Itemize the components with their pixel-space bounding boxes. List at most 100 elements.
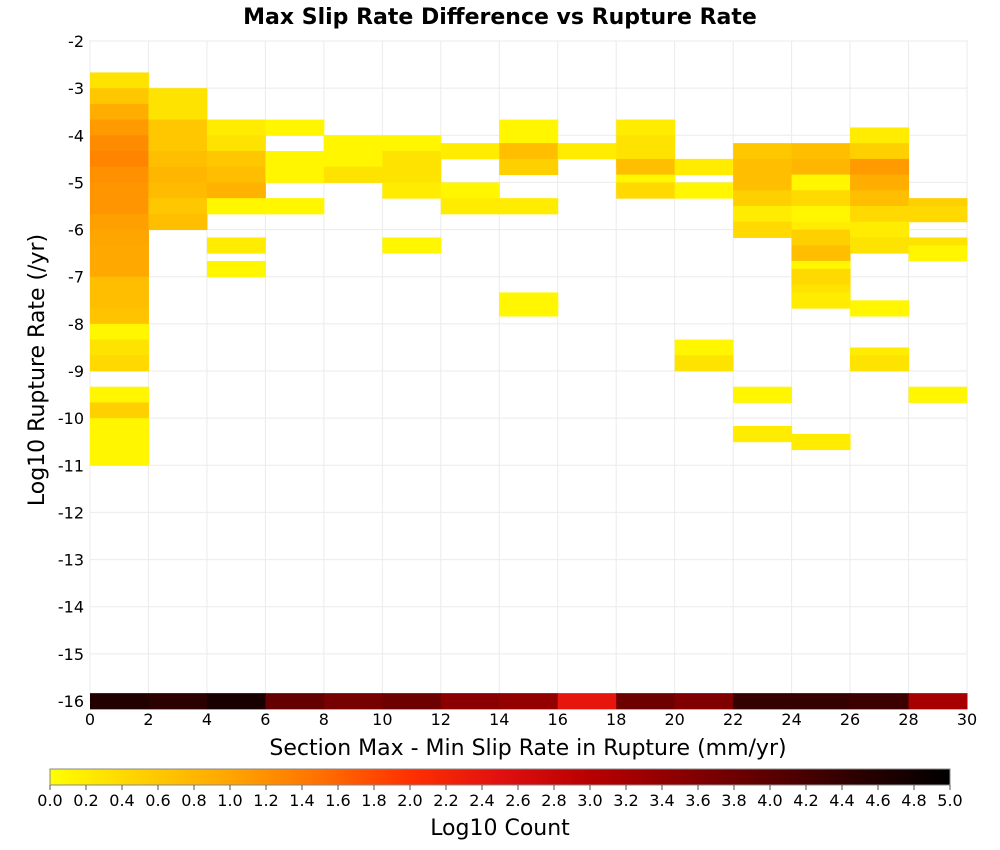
heatmap-cell xyxy=(382,182,442,199)
heatmap-cell xyxy=(791,229,851,246)
x-tick-label: 20 xyxy=(664,710,684,729)
heatmap-cell xyxy=(850,190,910,207)
heatmap-cell xyxy=(908,386,968,403)
colorbar-tick-label: 4.8 xyxy=(901,791,926,810)
heatmap-cell xyxy=(148,135,208,152)
y-axis-ticks: -2 -3 -4 -5 -6 -7 -8 -9 -10 -11 -12 -13 -14 -15 -16 xyxy=(58,32,84,711)
x-tick-label: 22 xyxy=(723,710,743,729)
y-tick-label: -13 xyxy=(58,551,84,570)
heatmap-cell xyxy=(791,143,851,160)
heatmap-cell xyxy=(90,119,149,136)
y-tick-label: -12 xyxy=(58,503,84,522)
heatmap-cell xyxy=(148,103,208,121)
heatmap-cell xyxy=(616,135,676,152)
heatmap-cell xyxy=(791,190,851,207)
heatmap-cell xyxy=(148,166,208,183)
heatmap-cell xyxy=(791,693,851,710)
heatmap-cell xyxy=(148,119,208,136)
x-tick-label: 24 xyxy=(781,710,801,729)
heatmap-cell xyxy=(440,182,500,199)
heatmap-cell xyxy=(616,182,676,199)
heatmap-cell xyxy=(148,693,208,710)
x-tick-label: 26 xyxy=(840,710,860,729)
y-tick-label: -5 xyxy=(68,173,84,192)
colorbar-tick-label: 3.4 xyxy=(649,791,674,810)
colorbar-label: Log10 Count xyxy=(430,816,570,841)
heatmap-cell xyxy=(206,237,266,254)
heatmap-cell xyxy=(90,418,149,435)
colorbar-tick-label: 0.4 xyxy=(109,791,134,810)
colorbar-tick-label: 1.6 xyxy=(325,791,350,810)
y-tick-label: -8 xyxy=(68,315,84,334)
heatmap-cell xyxy=(733,693,793,710)
heatmap-cell xyxy=(90,166,149,183)
heatmap-cell xyxy=(382,693,442,710)
colorbar-tick-label: 4.6 xyxy=(865,791,890,810)
heatmap-cell xyxy=(499,300,559,317)
colorbar-tick-label: 2.8 xyxy=(541,791,566,810)
x-tick-label: 6 xyxy=(260,710,270,729)
heatmap-cell xyxy=(733,386,793,403)
colorbar-tick-label: 4.0 xyxy=(757,791,782,810)
heatmap-cell xyxy=(908,245,968,262)
colorbar-tick-label: 0.2 xyxy=(73,791,98,810)
y-axis-label: Log10 Rupture Rate (/yr) xyxy=(25,234,50,506)
y-tick-label: -10 xyxy=(58,409,84,428)
heatmap-cell xyxy=(148,198,208,215)
heatmap-cell xyxy=(90,245,149,262)
colorbar-tick-label: 4.4 xyxy=(829,791,854,810)
heatmap-cell xyxy=(206,166,266,183)
heatmap-cell xyxy=(499,693,559,710)
y-tick-label: -9 xyxy=(68,362,84,381)
heatmap-cell xyxy=(791,174,851,191)
heatmap-cell xyxy=(206,135,266,152)
heatmap-cell xyxy=(791,433,851,451)
heatmap-cell xyxy=(499,198,559,215)
heatmap-cell xyxy=(206,693,266,710)
heatmap-cell xyxy=(908,206,968,223)
heatmap-cell xyxy=(791,206,851,223)
heatmap-cell xyxy=(90,260,149,278)
heatmap-cell xyxy=(382,135,442,152)
x-tick-label: 18 xyxy=(606,710,626,729)
heatmap-cell xyxy=(148,213,208,231)
heatmap-cell xyxy=(850,127,910,144)
heatmap-cell xyxy=(90,151,149,168)
colorbar-tick-label: 4.2 xyxy=(793,791,818,810)
heatmap-cell xyxy=(499,143,559,160)
colorbar-tick-label: 3.6 xyxy=(685,791,710,810)
heatmap-cell xyxy=(557,143,617,160)
heatmap-cell xyxy=(557,693,617,710)
heatmap-cell xyxy=(791,268,851,286)
colorbar-tick-label: 2.2 xyxy=(433,791,458,810)
heatmap-cell xyxy=(791,158,851,176)
heatmap-cell xyxy=(90,386,149,403)
heatmap-cell xyxy=(674,339,734,356)
heatmap-cell xyxy=(265,151,325,168)
heatmap-cell xyxy=(206,182,266,199)
heatmap-cell xyxy=(90,402,149,419)
heatmap-cell xyxy=(90,308,149,325)
heatmap-cell xyxy=(791,292,851,309)
heatmap-cell xyxy=(499,158,559,176)
heatmap-cell xyxy=(850,300,910,317)
y-tick-label: -3 xyxy=(68,79,84,98)
colorbar-tick-label: 1.2 xyxy=(253,791,278,810)
colorbar-tick-label: 1.8 xyxy=(361,791,386,810)
y-tick-label: -14 xyxy=(58,598,84,617)
y-tick-label: -15 xyxy=(58,645,84,664)
heatmap-cell xyxy=(850,237,910,254)
x-tick-label: 12 xyxy=(431,710,451,729)
heatmap-cell xyxy=(908,693,968,710)
x-tick-label: 10 xyxy=(372,710,392,729)
heatmap-cell xyxy=(90,433,149,451)
heatmap-cell xyxy=(674,355,734,372)
colorbar-tick-label: 0.8 xyxy=(181,791,206,810)
heatmap-cell xyxy=(323,151,383,168)
heatmap-cell xyxy=(733,174,793,191)
x-tick-label: 16 xyxy=(548,710,568,729)
colorbar-tick-label: 3.0 xyxy=(577,791,602,810)
heatmap-cell xyxy=(733,143,793,160)
heatmap-cell xyxy=(733,221,793,238)
heatmap-cells xyxy=(90,72,968,710)
